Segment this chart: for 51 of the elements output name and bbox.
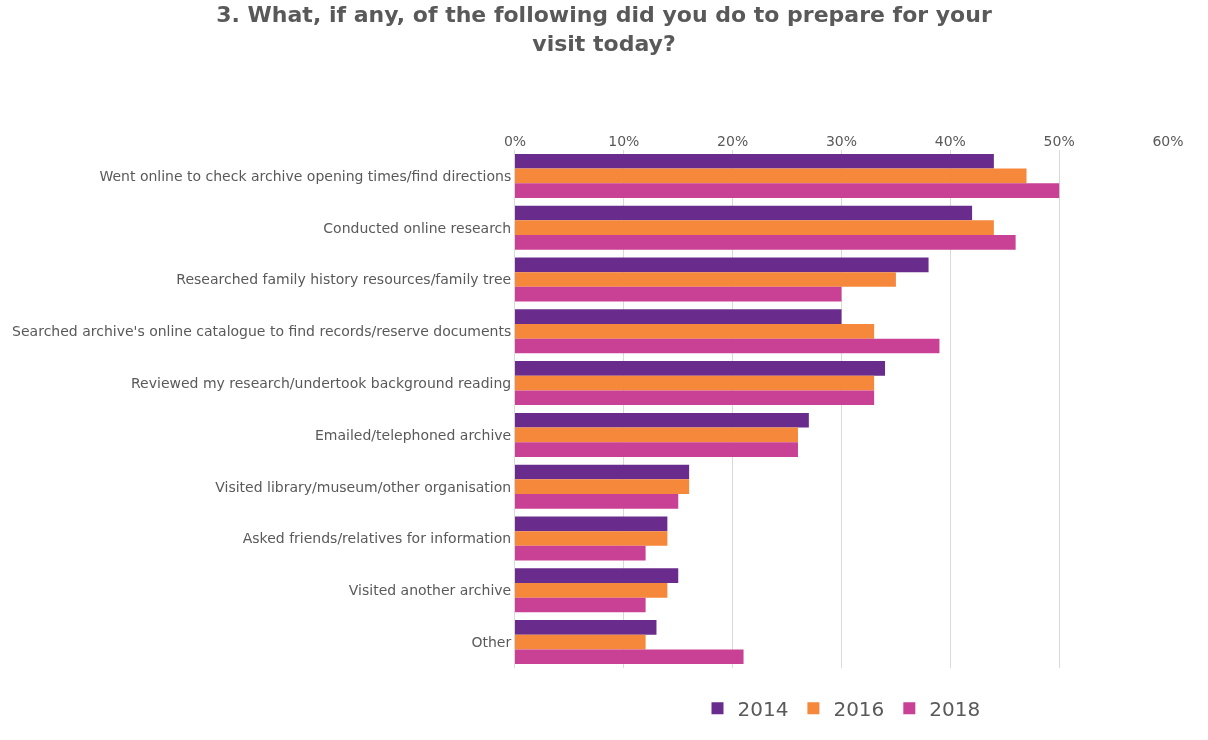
bar <box>515 412 809 428</box>
bar <box>515 257 929 273</box>
bar <box>515 153 994 169</box>
bar <box>515 531 668 546</box>
bar <box>515 479 690 495</box>
bar <box>515 427 798 443</box>
bar <box>515 168 1027 184</box>
chart-title: 3. What, if any, of the following did you do to prepare for your visit today? <box>216 2 992 56</box>
bar <box>515 516 668 532</box>
bar <box>515 338 940 354</box>
bar <box>515 634 646 650</box>
bar <box>515 309 842 324</box>
bar <box>515 235 1016 250</box>
y-tick-label: Emailed/telephoned archive <box>315 426 512 443</box>
y-tick-label: Conducted online research <box>323 219 512 236</box>
bar <box>515 582 668 598</box>
y-tick-label: Other <box>471 634 512 650</box>
bar <box>515 390 875 406</box>
bar <box>515 205 973 221</box>
bar <box>515 494 679 509</box>
bar <box>515 649 744 665</box>
y-tick-label: Visited library/museum/other organisation <box>215 478 512 495</box>
legend-label: 2014 <box>737 697 789 722</box>
x-tick-label: 0% <box>503 133 527 150</box>
bar <box>515 464 690 480</box>
y-tick-label: Searched archive's online catalogue to find records/reserve documents <box>12 323 512 340</box>
x-tick-label: 60% <box>1152 133 1184 150</box>
bar <box>515 286 842 302</box>
x-tick-label: 20% <box>717 133 749 150</box>
x-tick-label: 40% <box>934 133 966 150</box>
bar <box>515 375 875 391</box>
bar <box>515 272 896 287</box>
bar <box>515 361 886 376</box>
y-tick-label: Visited another archive <box>348 582 512 599</box>
x-tick-label: 50% <box>1043 133 1075 150</box>
bar <box>515 442 798 457</box>
x-tick-label: 30% <box>825 133 858 150</box>
bar <box>515 597 646 613</box>
y-tick-label: Reviewed my research/undertook background reading <box>131 375 512 391</box>
legend-label: 2018 <box>929 697 981 722</box>
bar <box>515 220 994 236</box>
y-tick-label: Researched family history resources/family tree <box>176 271 512 288</box>
legend-label: 2016 <box>833 697 885 722</box>
bar <box>515 183 1060 198</box>
y-tick-label: Went online to check archive opening times/find directions <box>99 167 512 184</box>
bar <box>515 568 679 583</box>
x-tick-label: 10% <box>608 133 640 150</box>
bar <box>515 620 657 635</box>
bar <box>515 323 875 339</box>
bar <box>515 545 646 561</box>
y-tick-label: Asked friends/relatives for information <box>242 530 512 547</box>
